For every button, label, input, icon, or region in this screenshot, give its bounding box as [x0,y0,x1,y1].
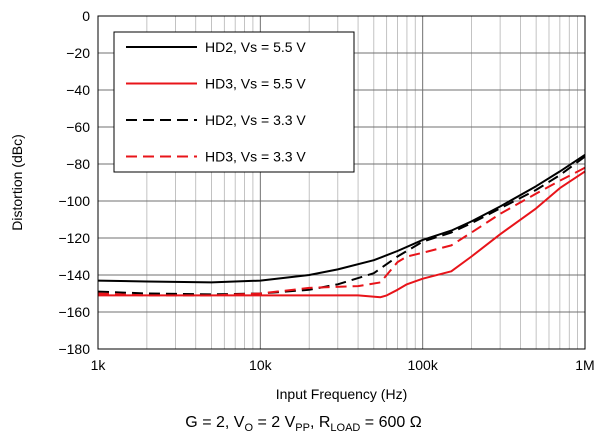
caption-gain: G = 2, V [185,414,245,431]
series-line-1 [97,153,586,284]
y-tick-label: −80 [66,156,90,172]
caption-pp-subscript: PP [295,422,310,435]
y-tick-label: −60 [66,119,90,135]
x-tick-label: 1k [91,357,107,373]
caption-o-subscript: O [244,422,253,435]
legend-label: HD2, Vs = 3.3 V [205,112,306,128]
y-tick-label: −160 [58,304,90,320]
caption-r: , R [309,414,331,431]
legend: HD2, Vs = 5.5 V HD3, Vs = 5.5 V HD2, Vs = … [113,31,355,173]
y-tick-label: −140 [58,267,90,283]
series-line-4 [97,166,586,297]
plot-frame [97,15,586,350]
caption-rload: = 600 Ω [360,414,422,431]
legend-label: HD3, Vs = 5.5 V [205,76,306,92]
y-tick-labels: 0 −20 −40 −60 −80 −100 −120 −140 −160 −180 [58,8,90,357]
chart-caption: G = 2, VO = 2 VPP, RLOAD = 600 Ω [0,414,607,434]
legend-label: HD2, Vs = 5.5 V [205,39,306,55]
series-line-2 [98,170,586,299]
legend-label: HD3, Vs = 3.3 V [205,149,306,165]
x-tick-label: 100k [407,357,438,373]
x-tick-label: 1M [575,357,594,373]
y-tick-label: −120 [58,230,90,246]
x-tick-labels: 1k 10k 100k 1M [91,357,595,373]
legend-box [113,31,355,173]
x-tick-label: 10k [249,357,273,373]
y-tick-label: 0 [82,8,90,24]
series-layer [97,153,586,299]
x-axis-label: Input Frequency (Hz) [276,386,408,402]
y-tick-label: −40 [66,82,90,98]
distortion-chart: 0−20−40−60−80−100−120−140−160−180 1k 10k 1… [9,8,595,402]
caption-vo: = 2 V [253,414,296,431]
y-axis-label: Distortion (dBc) [9,134,25,230]
y-tick-label: −20 [66,45,90,61]
caption-load-subscript: LOAD [330,422,361,435]
y-tick-label: −100 [58,193,90,209]
y-tick-label: −180 [58,341,90,357]
